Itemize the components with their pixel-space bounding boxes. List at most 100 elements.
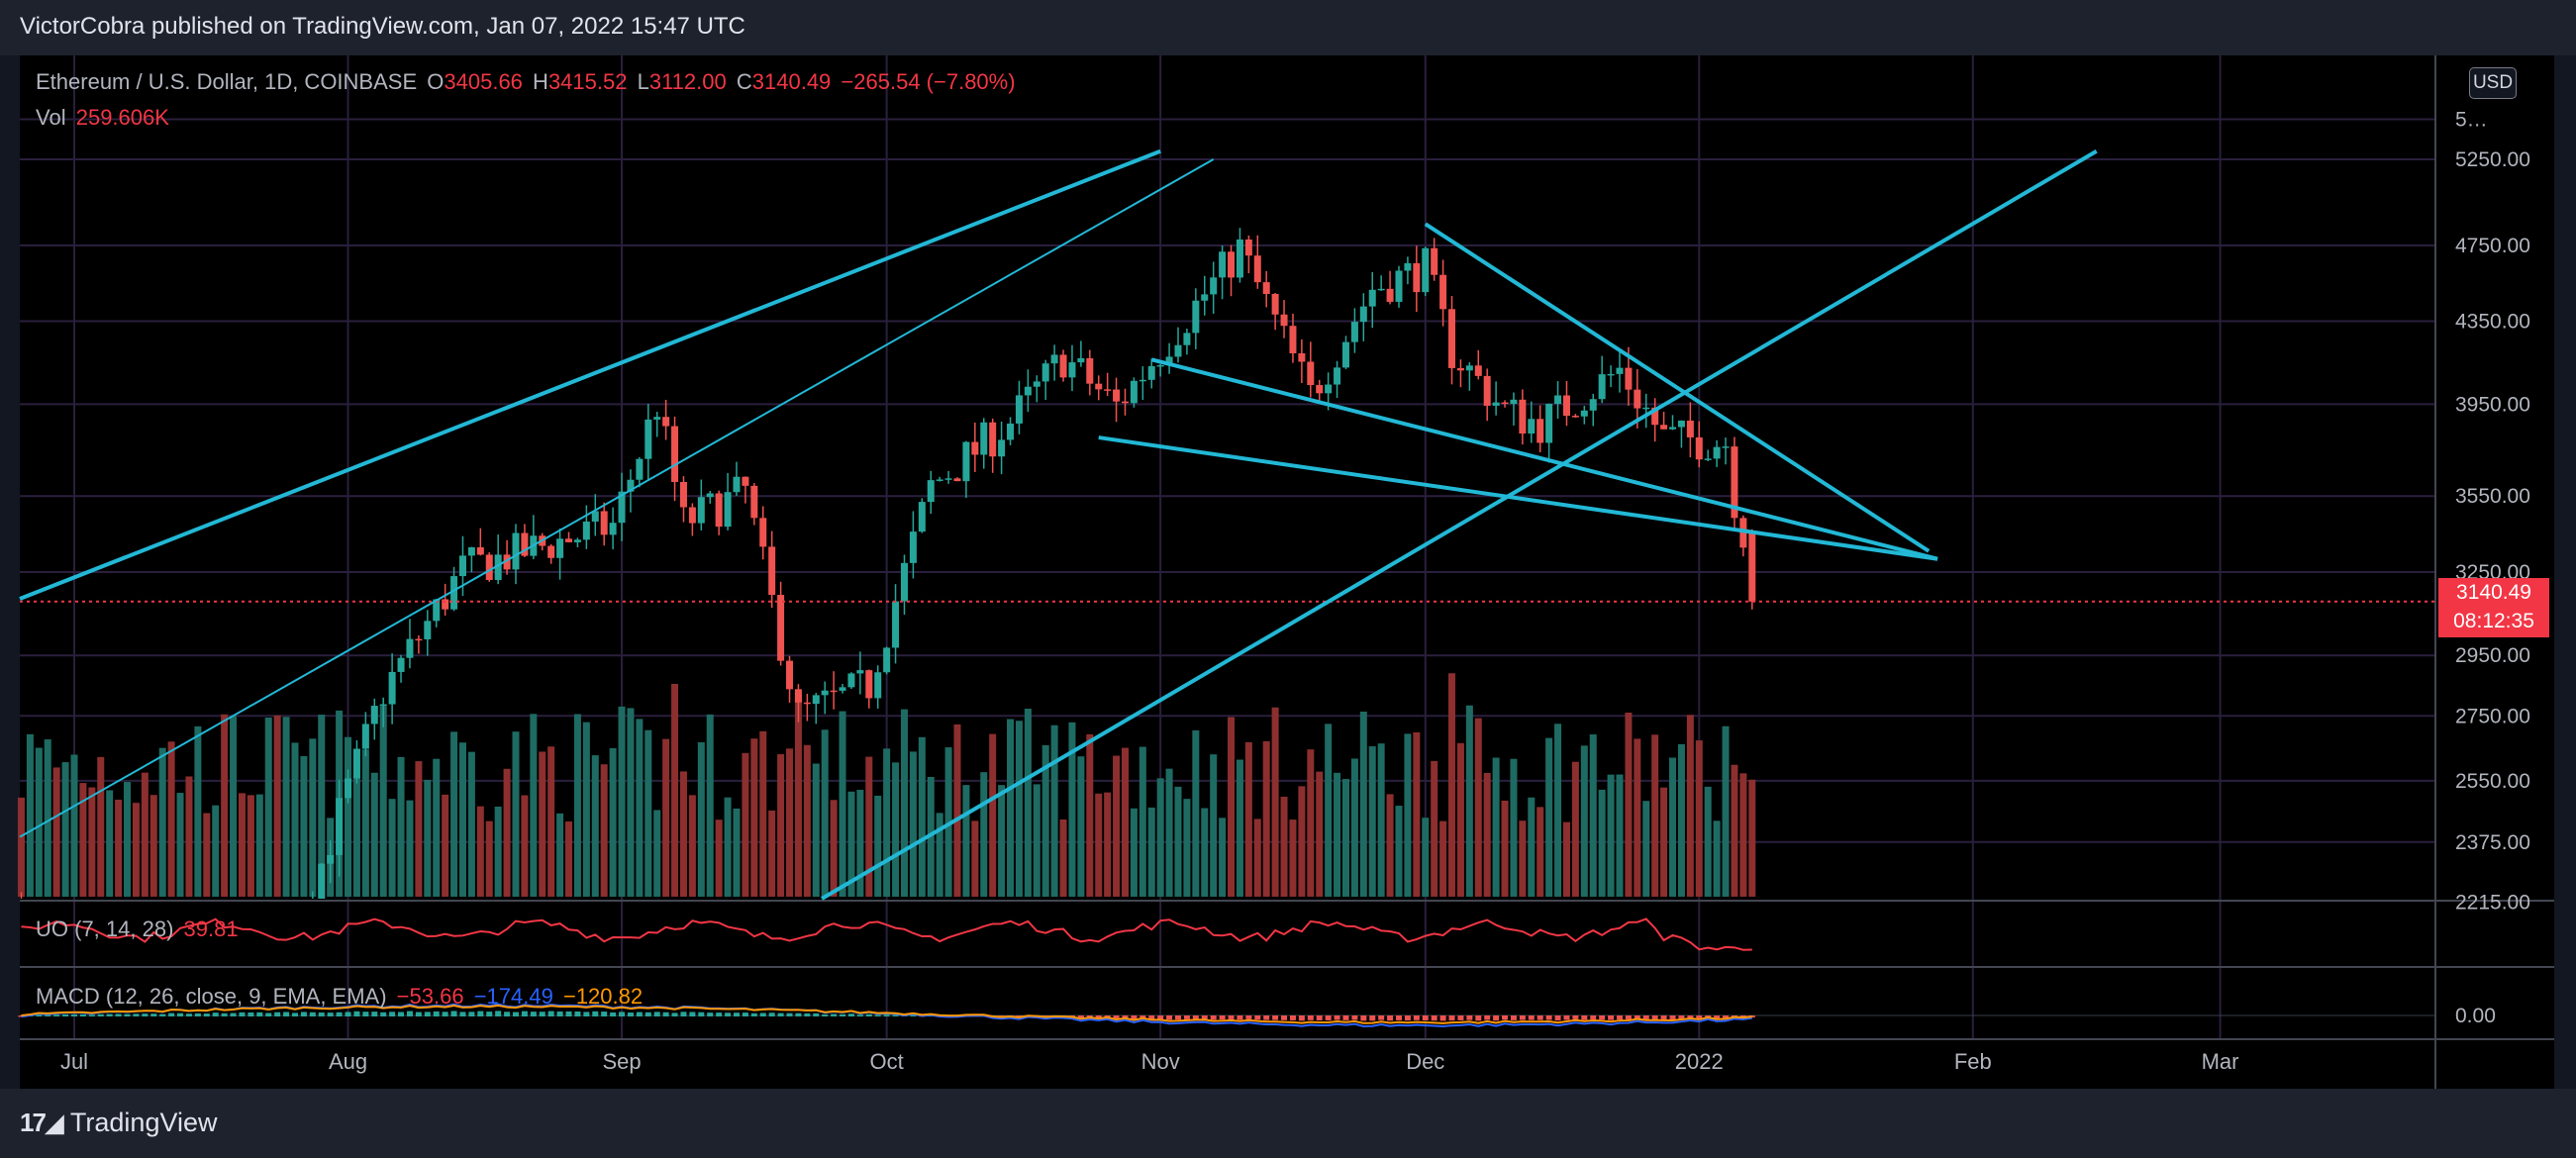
volume-bar	[1554, 724, 1562, 897]
macd-histogram-bar	[831, 1013, 838, 1016]
symbol-title[interactable]: Ethereum / U.S. Dollar, 1D, COINBASE	[36, 69, 418, 94]
price-tick-label: 2375.00	[2455, 831, 2530, 854]
volume-bar	[742, 752, 749, 897]
macd-histogram-bar	[1342, 1015, 1349, 1020]
macd-histogram-bar	[1369, 1015, 1376, 1021]
candle-body	[1439, 274, 1447, 310]
volume-bar	[706, 714, 714, 897]
candle-body	[953, 478, 961, 482]
candle-body	[1236, 240, 1243, 278]
macd-histogram-bar	[865, 1013, 872, 1016]
macd-histogram-bar	[1192, 1015, 1199, 1019]
volume-label[interactable]: Vol	[36, 105, 66, 130]
trendline-2[interactable]	[821, 149, 2098, 901]
macd-histogram-bar	[1210, 1015, 1217, 1020]
macd-histogram-bar	[194, 1013, 201, 1016]
macd-histogram-bar	[847, 1013, 854, 1016]
macd-histogram-bar	[1466, 1015, 1473, 1020]
uo-label[interactable]: UO (7, 14, 28)	[36, 917, 174, 941]
volume-bar	[1236, 759, 1243, 897]
candle-body	[433, 599, 441, 622]
volume-bar	[1536, 807, 1544, 897]
volume-bar	[1015, 721, 1023, 897]
candle-body	[458, 555, 466, 577]
candle-body	[1050, 354, 1058, 364]
time-axis: Jul Aug Sep Oct Nov Dec 2022 Feb Mar	[60, 1049, 2239, 1074]
volume-bar	[1334, 772, 1341, 897]
volume-bar	[35, 747, 43, 897]
tradingview-logo[interactable]: 17◢ TradingView	[20, 1105, 218, 1140]
macd-indicator	[18, 1003, 2435, 1028]
volume-bar	[1589, 734, 1597, 897]
trendline-0[interactable]	[19, 148, 1161, 601]
macd-histogram-bar	[106, 1013, 113, 1016]
candle-body	[547, 545, 555, 558]
candle-body	[1625, 367, 1633, 390]
currency-badge[interactable]: USD	[2469, 67, 2517, 99]
volume-bar	[255, 794, 263, 897]
volume-bar	[1483, 772, 1491, 897]
candle-body	[1316, 385, 1324, 394]
macd-histogram-bar	[813, 1013, 820, 1016]
volume-bar	[273, 715, 281, 897]
macd-histogram-bar	[1387, 1015, 1394, 1021]
macd-histogram-bar	[1360, 1015, 1367, 1021]
macd-histogram-bar	[1634, 1015, 1640, 1019]
volume-bar	[503, 768, 511, 897]
volume-bar	[1368, 746, 1376, 897]
volume-bar	[1598, 789, 1606, 897]
candle-body	[1289, 326, 1297, 353]
volume-bar	[715, 820, 723, 897]
volume-bar	[953, 724, 961, 897]
candle-body	[1571, 416, 1579, 418]
macd-label[interactable]: MACD (12, 26, close, 9, EMA, EMA)	[36, 984, 387, 1009]
macd-histogram-bar	[1404, 1015, 1411, 1021]
candle-body	[1139, 379, 1146, 382]
volume-bar	[1474, 718, 1482, 897]
candle-body	[1192, 300, 1200, 334]
volume-bars	[17, 673, 1756, 897]
macd-histogram-bar	[1263, 1015, 1270, 1020]
macd-histogram-bar	[671, 1013, 678, 1016]
trendline-4[interactable]	[1150, 357, 1938, 561]
candle-body	[1386, 288, 1394, 302]
candle-body	[962, 441, 970, 482]
candle-body	[1431, 247, 1438, 275]
candlesticks	[20, 228, 1756, 899]
macd-histogram-bar	[283, 1012, 290, 1016]
macd-histogram-bar	[1599, 1015, 1606, 1020]
candle-body	[1104, 389, 1112, 391]
volume-bar	[345, 736, 352, 897]
volume-bar	[653, 810, 661, 897]
volume-bar	[847, 791, 855, 897]
macd-histogram-bar	[433, 1011, 440, 1016]
macd-histogram-bar	[45, 1014, 51, 1016]
volume-bar	[309, 738, 317, 897]
volume-bar	[671, 684, 679, 897]
volume-bar	[1607, 774, 1615, 897]
candle-body	[1395, 270, 1403, 302]
macd-histogram-bar	[1696, 1015, 1703, 1019]
volume-bar	[1713, 820, 1721, 897]
trendlines[interactable]	[19, 148, 2098, 901]
volume-bar	[415, 761, 423, 897]
candle-body	[900, 562, 908, 602]
trendline-3[interactable]	[1424, 222, 1931, 553]
candle-body	[653, 417, 661, 420]
volume-bar	[352, 774, 360, 897]
volume-bar	[247, 795, 254, 897]
trendline-5[interactable]	[1098, 435, 1938, 561]
macd-histogram-bar	[36, 1014, 43, 1016]
volume-bar	[1192, 729, 1200, 897]
macd-histogram-bar	[79, 1013, 86, 1016]
volume-bar	[433, 758, 441, 897]
macd-histogram-bar	[124, 1013, 131, 1016]
volume-bar	[1068, 722, 1076, 897]
volume-legend: Vol 259.606K	[36, 105, 173, 131]
macd-histogram-bar	[415, 1012, 422, 1016]
macd-histogram-bar	[1536, 1015, 1543, 1020]
tradingview-logo-text: TradingView	[69, 1107, 218, 1137]
trendline-1[interactable]	[19, 158, 1215, 838]
candle-body	[1748, 531, 1756, 602]
